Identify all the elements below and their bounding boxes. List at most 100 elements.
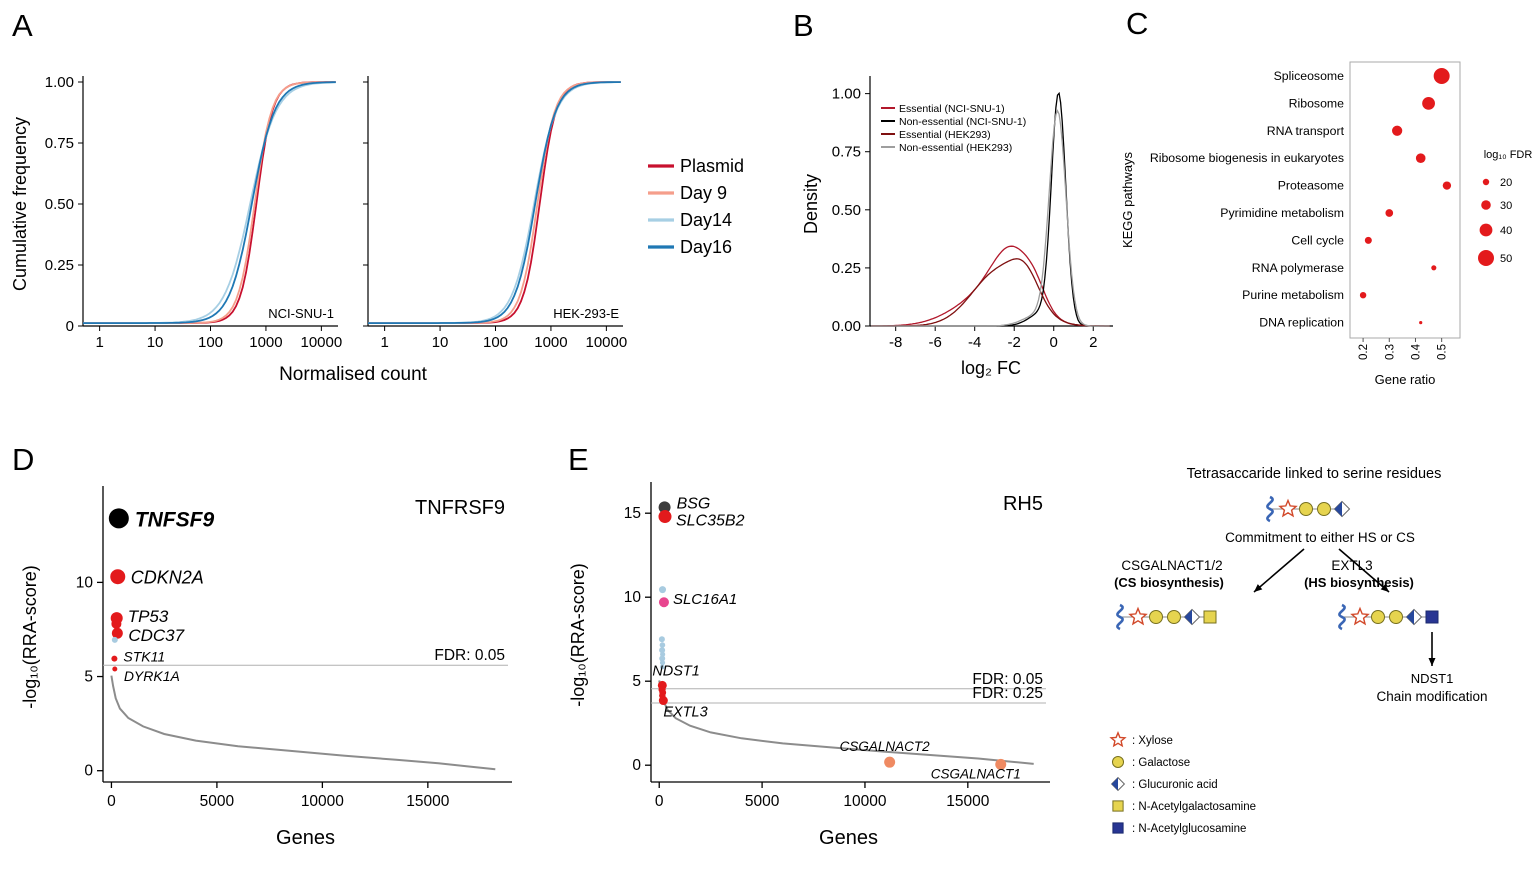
gene-dot-CDKN2A [110, 569, 126, 585]
pathway-dot-Proteasome [1442, 181, 1452, 190]
pathway-label: Purine metabolism [1242, 288, 1344, 302]
y-tick-label: 0 [632, 757, 641, 774]
y-tick-label: 0.25 [832, 260, 861, 277]
x-axis-label: Genes [819, 827, 878, 849]
x-tick-label: 0.4 [1410, 343, 1422, 360]
legend-size-label: 20 [1500, 177, 1512, 189]
chain-modification-label: Chain modification [1376, 689, 1487, 704]
x-tick-label: 10 [432, 334, 449, 351]
legend-size-label: 40 [1500, 225, 1512, 237]
gene-dot-CSGALNACT2 [884, 756, 896, 768]
gene-dot [658, 636, 665, 643]
legend-label: Day 9 [680, 183, 727, 203]
panel-e-glycan-diagram: Tetrasaccaride linked to serine residues… [1109, 466, 1488, 835]
legend-label: Essential (HEK293) [899, 129, 991, 141]
pathway-dot-Cell-cycle [1364, 236, 1372, 244]
x-tick-label: 10000 [843, 793, 886, 810]
gene-label-TNFSF9: TNFSF9 [135, 508, 215, 531]
panel-label-d: D [12, 442, 35, 477]
xylose-star-icon [1278, 498, 1298, 518]
xylose-star-icon [1350, 606, 1370, 626]
gene-label-CDC37: CDC37 [128, 626, 184, 645]
glycan-legend-label: : Xylose [1132, 735, 1173, 747]
hs-pathway-label: (HS biosynthesis) [1304, 575, 1414, 590]
gene-dot-CDC37 [111, 627, 123, 639]
y-tick-label: 0.25 [45, 257, 74, 274]
x-tick-label: 0 [1050, 334, 1058, 351]
target-title: TNFRSF9 [415, 497, 505, 519]
y-tick-label: 10 [76, 574, 94, 591]
gene-dot-DYRK1A [112, 666, 118, 672]
ecdf-curve-Day16 [83, 81, 336, 324]
pathway-dot-DNA-replication [1419, 321, 1423, 325]
panel-a-cumulative-frequency-chart: Cumulative frequency 0 0.25 0.50 0.75 1.00 1 10… [10, 74, 744, 385]
density-curve-EssentialNCI-SNU-1 [870, 245, 1110, 327]
panel-label-b: B [793, 8, 814, 43]
x-tick-label: 0.2 [1358, 344, 1370, 360]
b-x-axis-label: log₂ FC [961, 358, 1021, 378]
c-y-axis-label: KEGG pathways [1120, 151, 1135, 248]
arrow-head [1428, 658, 1436, 666]
pathway-label: RNA polymerase [1252, 261, 1344, 275]
x-tick-label: 10 [147, 334, 164, 351]
gene-label-SLC35B2: SLC35B2 [676, 513, 745, 530]
density-curve-Non-essentialHEK293 [871, 109, 1110, 327]
galnac-square-icon [1112, 800, 1124, 812]
pathway-dot-Purine-metabolism [1359, 292, 1367, 299]
glcnac-square-icon [1112, 822, 1124, 834]
pathway-label: RNA transport [1267, 124, 1345, 138]
galactose-circle-icon [1149, 610, 1163, 624]
arrow-head [1254, 584, 1263, 592]
x-tick-label: 0.3 [1384, 344, 1396, 360]
y-tick-label: 1.00 [832, 86, 861, 103]
a-x-axis-label: Normalised count [279, 364, 428, 385]
y-tick-label: 0.75 [832, 144, 861, 161]
gene-dot [660, 651, 666, 657]
gene-dot [659, 647, 666, 654]
ecdf-curve-Plasmid [83, 81, 336, 324]
x-tick-label: 100 [483, 334, 508, 351]
gene-dot [659, 655, 666, 662]
galactose-circle-icon [1299, 502, 1313, 516]
galactose-circle-icon [1111, 755, 1125, 769]
x-tick-label: 15000 [406, 793, 449, 810]
y-axis-label: -log₁₀(RRA-score) [568, 563, 588, 707]
gene-dot-SLC16A1 [658, 597, 669, 608]
legend-label: Plasmid [680, 156, 744, 176]
arrow-line [1338, 548, 1390, 593]
pathway-dot-RNA-transport [1392, 125, 1403, 136]
pathway-label: Spliceosome [1274, 69, 1345, 83]
legend-size-label: 50 [1500, 253, 1512, 265]
fdr-threshold-label: FDR: 0.05 [972, 671, 1043, 688]
gene-dot-TNFSF9 [108, 508, 129, 529]
gene-label-CDKN2A: CDKN2A [131, 568, 204, 588]
gene-dot-BSG [658, 501, 671, 514]
ecdf-curve-Day9 [83, 81, 336, 324]
target-title: RH5 [1003, 493, 1043, 515]
ecdf-curve-Plasmid [368, 81, 621, 324]
legend-size-dot [1482, 178, 1490, 186]
gene-dot [659, 642, 666, 648]
cell-line-annotation: NCI-SNU-1 [268, 306, 334, 321]
a-y-axis-label: Cumulative frequency [10, 117, 30, 291]
x-tick-label: 5000 [745, 793, 780, 810]
pathway-label: Ribosome biogenesis in eukaryotes [1150, 151, 1344, 165]
legend-size-dot [1479, 223, 1493, 237]
gene-dot [111, 618, 122, 629]
galactose-circle-icon [1371, 610, 1385, 624]
panel-d-rra-scatter: 0 5 10 0 5000 10000 15000 FDR: 0.05 TNFRSF9 TNFSF… [20, 486, 512, 849]
panel-label-a: A [12, 8, 33, 43]
panel-c-kegg-dotplot: KEGG pathways Spliceosome Ribosome RNA tran… [1120, 61, 1532, 387]
serine-squiggle-icon [1116, 603, 1124, 631]
y-tick-label: 0.50 [832, 202, 861, 219]
c-x-axis-label: Gene ratio [1375, 372, 1436, 387]
gene-dot-CSGALNACT1 [995, 758, 1007, 770]
x-tick-label: 10000 [586, 334, 628, 351]
y-tick-label: 0.50 [45, 196, 74, 213]
cs-enzyme-label: CSGALNACT1/2 [1121, 558, 1222, 573]
gene-dot [111, 636, 118, 643]
gene-dot [659, 660, 666, 666]
hs-enzyme-label: EXTL3 [1331, 558, 1372, 573]
ecdf-curve-Day9 [368, 81, 621, 324]
